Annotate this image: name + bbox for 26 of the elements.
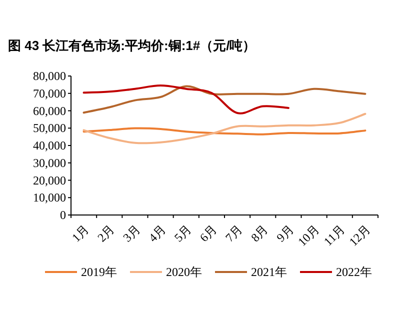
y-tick-label: 30,000 — [33, 156, 66, 170]
x-tick-label: 7月 — [222, 222, 246, 245]
y-tick-label: 60,000 — [33, 104, 66, 118]
y-tick-label: 10,000 — [33, 190, 66, 205]
x-tick-label: 5月 — [171, 222, 194, 245]
x-tick-label: 10月 — [295, 222, 322, 249]
y-tick-label: 20,000 — [33, 173, 66, 188]
y-tick-label: 70,000 — [33, 86, 66, 100]
x-tick-label: 11月 — [321, 222, 348, 249]
legend-label: 2022年 — [336, 265, 372, 279]
legend-label: 2019年 — [81, 265, 117, 279]
legend-label: 2021年 — [251, 265, 287, 279]
legend-label: 2020年 — [166, 265, 202, 279]
x-tick-label: 12月 — [346, 222, 374, 249]
y-tick-label: 80,000 — [33, 69, 66, 83]
x-tick-label: 4月 — [146, 222, 168, 245]
y-tick-label: 0 — [60, 208, 66, 222]
x-tick-label: 6月 — [197, 222, 220, 245]
y-tick-label: 50,000 — [33, 121, 66, 136]
y-tick-label: 40,000 — [33, 138, 66, 152]
x-tick-label: 1月 — [69, 222, 92, 245]
x-tick-label: 8月 — [248, 222, 271, 245]
chart-title: 图 43 长江有色市场:平均价:铜:1#（元/吨） — [8, 38, 256, 53]
x-tick-label: 9月 — [274, 222, 296, 245]
x-tick-label: 2月 — [94, 222, 118, 245]
x-tick-label: 3月 — [120, 222, 143, 245]
